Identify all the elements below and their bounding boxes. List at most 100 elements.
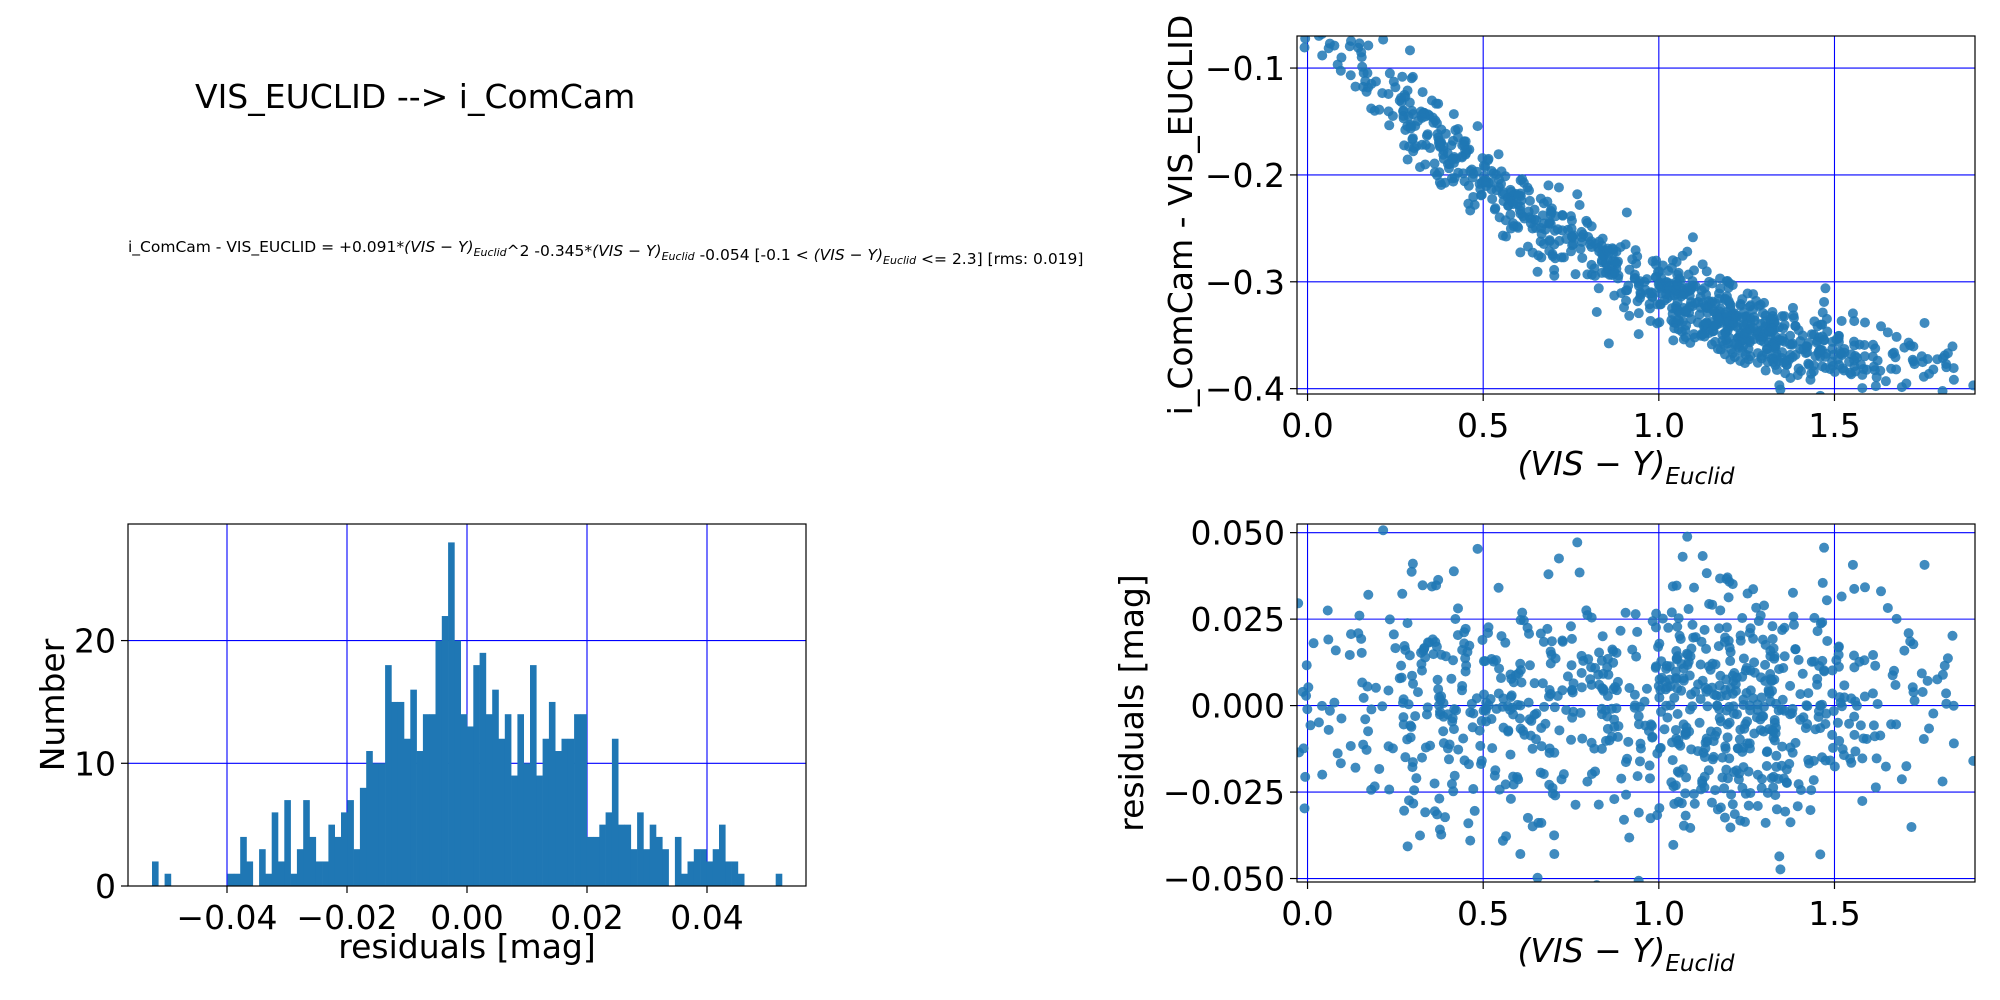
scatter-point xyxy=(1901,761,1912,772)
scatter-point xyxy=(1675,308,1686,319)
scatter-point xyxy=(1566,215,1577,226)
scatter-point xyxy=(1680,729,1691,740)
scatter-point xyxy=(1670,285,1681,296)
scatter-point xyxy=(1667,255,1678,266)
scatter-point xyxy=(1647,616,1658,627)
scatter-point xyxy=(1645,719,1656,730)
scatter-point xyxy=(1891,364,1902,375)
x-tick-label: 1.0 xyxy=(1633,406,1685,445)
scatter-point xyxy=(1723,282,1734,293)
scatter-point xyxy=(1817,319,1828,330)
scatter-point xyxy=(1968,380,1975,391)
scatter-point xyxy=(1857,795,1868,806)
scatter-point xyxy=(1673,613,1684,624)
scatter-point xyxy=(1404,650,1415,661)
scatter-point xyxy=(1370,682,1381,693)
formula-part: (VIS − Y) xyxy=(592,242,661,260)
scatter-point xyxy=(1567,687,1578,698)
scatter-point xyxy=(1760,365,1771,376)
scatter-point xyxy=(1668,335,1679,346)
scatter-point xyxy=(1537,678,1548,689)
scatter-point xyxy=(1859,582,1870,593)
scatter-point xyxy=(1941,698,1952,709)
scatter-point xyxy=(1771,804,1782,815)
scatter-point xyxy=(1687,619,1698,630)
scatter-point xyxy=(1697,775,1708,786)
scatter-point xyxy=(1431,98,1442,109)
histogram-bar xyxy=(448,542,455,886)
scatter-point xyxy=(1756,692,1767,703)
scatter-point xyxy=(1857,383,1868,394)
scatter-point xyxy=(1448,135,1459,146)
scatter-point xyxy=(1719,783,1730,794)
scatter-point xyxy=(1299,803,1310,814)
scatter-point xyxy=(1513,668,1524,679)
scatter-point xyxy=(1400,752,1411,763)
y-axis-label: residuals [mag] xyxy=(1112,574,1151,832)
scatter-point xyxy=(1593,799,1604,810)
scatter-point xyxy=(1405,732,1416,743)
scatter-point xyxy=(1941,362,1952,373)
scatter-point xyxy=(1630,609,1641,620)
scatter-point xyxy=(1759,297,1770,308)
scatter-point xyxy=(1530,734,1541,745)
scatter-point xyxy=(1787,587,1798,598)
scatter-point xyxy=(1417,752,1428,763)
scatter-point xyxy=(1622,753,1633,764)
scatter-point xyxy=(1409,142,1420,153)
scatter-point xyxy=(1308,638,1319,649)
scatter-point xyxy=(1814,661,1825,672)
scatter-point xyxy=(1659,724,1670,735)
scatter-point xyxy=(1299,42,1310,53)
scatter-point xyxy=(1857,753,1868,764)
scatter-point xyxy=(1806,785,1817,796)
x-axis-label-main: (VIS − Y) xyxy=(1518,444,1666,483)
scatter-point xyxy=(1672,621,1683,632)
histogram-bar xyxy=(347,800,354,886)
scatter-point xyxy=(1299,23,1309,33)
scatter-point xyxy=(1353,628,1364,639)
scatter-point xyxy=(1849,316,1860,327)
scatter-point xyxy=(1709,689,1720,700)
histogram-bar xyxy=(290,873,298,886)
scatter-point xyxy=(1335,758,1346,769)
scatter-point xyxy=(1453,744,1464,755)
scatter-point xyxy=(1450,125,1461,136)
scatter-point xyxy=(1476,190,1487,201)
scatter-point xyxy=(1544,685,1555,696)
scatter-point xyxy=(1433,684,1444,695)
scatter-point xyxy=(1536,723,1547,734)
scatter-point xyxy=(1651,661,1662,672)
scatter-point xyxy=(1524,660,1535,671)
scatter-point xyxy=(1768,782,1779,793)
scatter-point xyxy=(1850,746,1861,757)
scatter-point xyxy=(1662,712,1673,723)
formula-part: i_ComCam - VIS_EUCLID = +0.091* xyxy=(128,238,404,257)
scatter-point xyxy=(1383,685,1394,696)
scatter-point xyxy=(1802,701,1813,712)
scatter-point xyxy=(1552,224,1563,235)
scatter-point xyxy=(1403,111,1414,122)
scatter-point xyxy=(1597,631,1608,642)
scatter-point xyxy=(1407,670,1418,681)
scatter-point xyxy=(1582,217,1593,228)
histogram-bar xyxy=(227,873,235,886)
scatter-point xyxy=(1432,674,1443,685)
scatter-point xyxy=(1300,36,1311,44)
scatter-point xyxy=(1602,245,1613,256)
scatter-point xyxy=(1421,709,1432,720)
scatter-point xyxy=(1566,660,1577,671)
scatter-point xyxy=(1438,153,1449,164)
scatter-point xyxy=(1872,698,1883,709)
scatter-point xyxy=(1357,677,1368,688)
scatter-point xyxy=(1448,109,1459,120)
histogram-bar xyxy=(233,873,241,886)
scatter-point xyxy=(1434,141,1445,152)
scatter-point xyxy=(1681,772,1692,783)
scatter-point xyxy=(1633,711,1644,722)
scatter-point xyxy=(1715,605,1726,616)
scatter-point xyxy=(1942,348,1953,359)
scatter-point xyxy=(1317,50,1328,61)
scatter-point xyxy=(1868,720,1879,731)
y-tick-label: 0.000 xyxy=(1191,687,1285,726)
